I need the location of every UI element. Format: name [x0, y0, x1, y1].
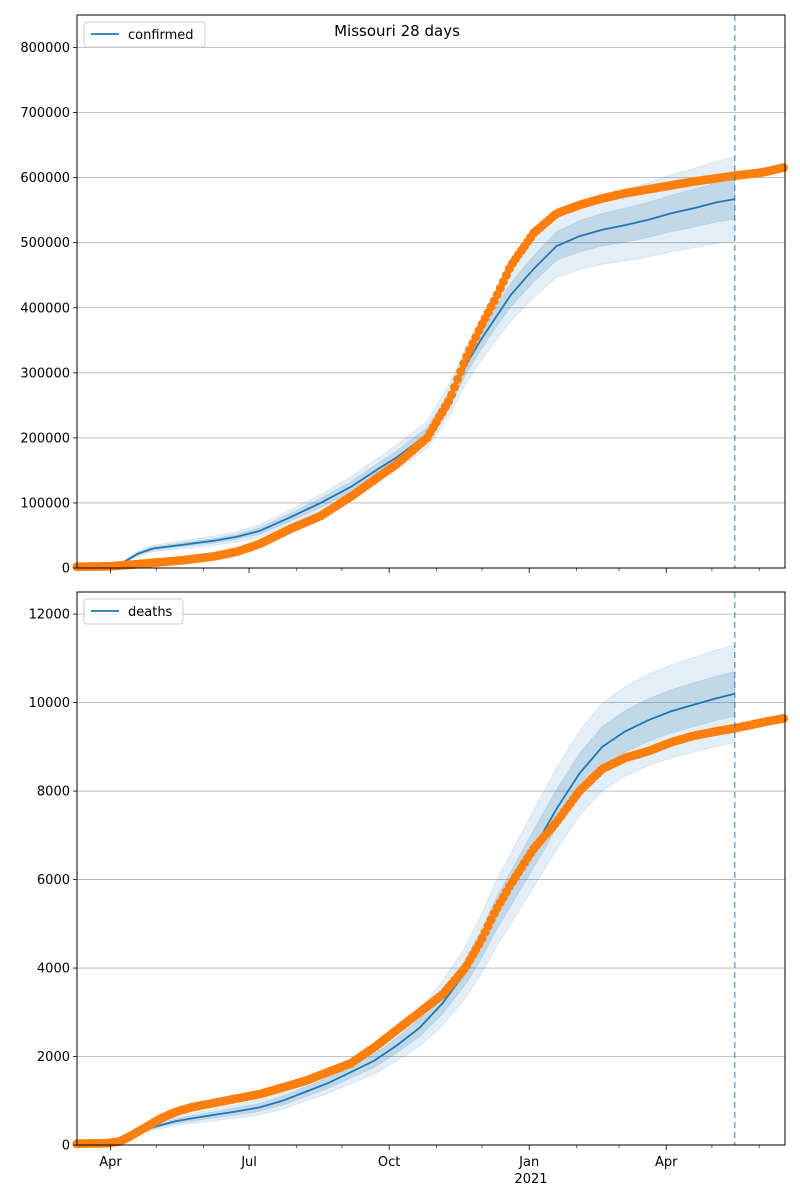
deaths-y-axis: 0 2000 4000 6000 8000 10000 12000 [29, 608, 77, 1154]
deaths-y-tick-label: 6000 [37, 873, 70, 888]
x-tick-label: Jul [240, 1155, 257, 1170]
confirmed-legend-label: confirmed [128, 28, 194, 43]
confirmed-y-tick-label: 300000 [20, 366, 70, 381]
confirmed-panel: 0 100000 200000 300000 400000 500000 600000 700… [20, 14, 788, 577]
confirmed-y-tick-label: 0 [62, 562, 70, 577]
deaths-x-axis: Apr Jul Oct Jan Apr [99, 1145, 760, 1170]
deaths-y-tick-label: 4000 [37, 962, 70, 977]
x-tick-label: Apr [655, 1155, 678, 1170]
confirmed-y-tick-label: 500000 [20, 236, 70, 251]
confirmed-y-tick-label: 800000 [20, 41, 70, 56]
confirmed-y-tick-label: 700000 [20, 106, 70, 121]
x-year-label: 2021 [514, 1172, 547, 1187]
deaths-y-tick-label: 10000 [29, 696, 70, 711]
confirmed-axes-frame [76, 14, 786, 569]
confirmed-observed-point [459, 359, 469, 369]
deaths-axes-frame [76, 591, 786, 1146]
confirmed-legend-box [83, 21, 206, 48]
deaths-panel: 0 2000 4000 6000 8000 10000 12000 Apr Jul Oct Jan… [29, 591, 788, 1187]
confirmed-observed-point [456, 367, 466, 376]
deaths-legend-box [83, 598, 184, 625]
deaths-legend: deaths [83, 598, 184, 625]
x-tick-label: Oct [378, 1155, 400, 1170]
deaths-y-tick-label: 8000 [37, 785, 70, 800]
chart-title: Missouri 28 days [334, 22, 460, 40]
x-tick-label: Jan [518, 1155, 539, 1170]
deaths-forecast-line [76, 692, 736, 1145]
deaths-forecast-line-group [76, 692, 736, 1145]
deaths-plot-area [77, 592, 785, 1145]
confirmed-observed-point [453, 374, 463, 384]
confirmed-observed-point [779, 163, 788, 173]
deaths-y-tick-label: 2000 [37, 1050, 70, 1065]
confirmed-x-ticks [110, 568, 760, 573]
confirmed-y-tick-label: 400000 [20, 301, 70, 316]
deaths-y-tick-label: 0 [62, 1139, 70, 1154]
confirmed-observed-point [450, 382, 460, 392]
confirmed-observed-point [447, 390, 457, 400]
confirmed-y-tick-label: 200000 [20, 431, 70, 446]
confirmed-y-axis: 0 100000 200000 300000 400000 500000 600000 700… [20, 41, 77, 577]
confirmed-plot-area [77, 15, 785, 568]
confirmed-observed-points [72, 163, 788, 572]
confirmed-y-tick-label: 100000 [20, 496, 70, 511]
confirmed-legend: confirmed [83, 21, 206, 48]
deaths-y-tick-label: 12000 [29, 608, 70, 623]
x-tick-label: Apr [99, 1155, 122, 1170]
deaths-observed-point [779, 713, 788, 723]
confirmed-y-tick-label: 600000 [20, 171, 70, 186]
deaths-legend-label: deaths [128, 605, 173, 620]
